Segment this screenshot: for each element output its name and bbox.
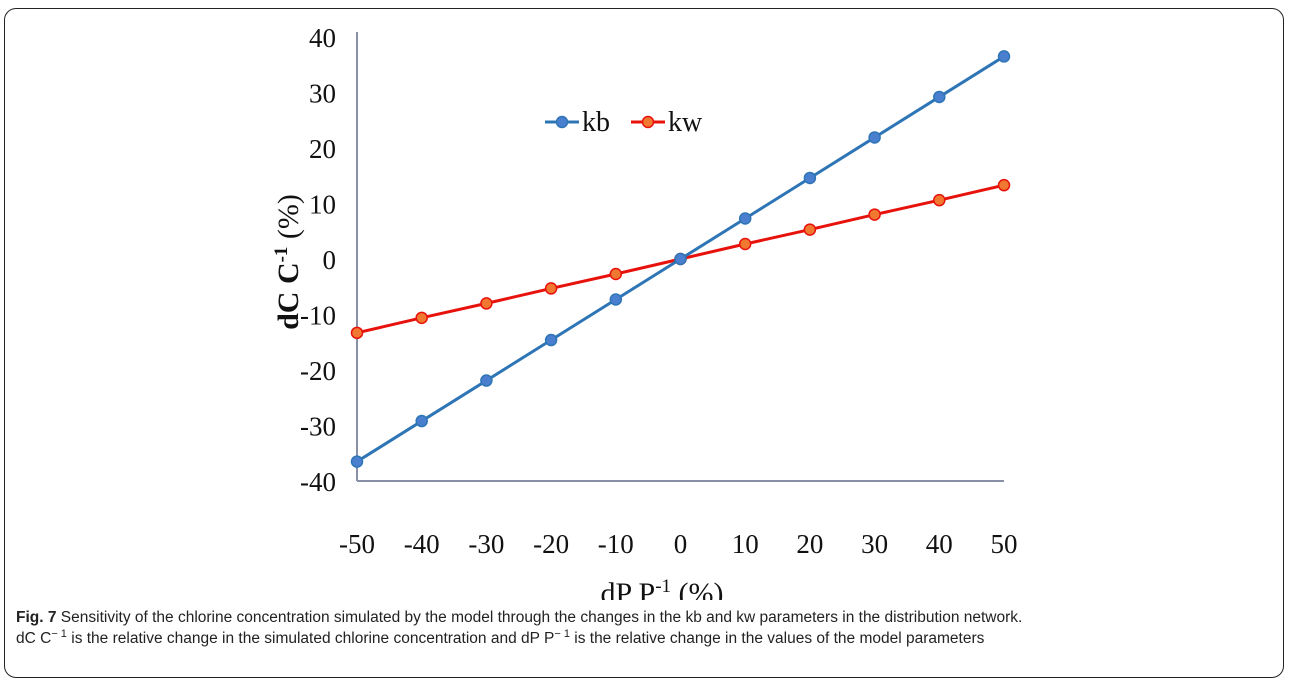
caption-line-1: Fig. 7 Sensitivity of the chlorine conce… (16, 609, 1023, 626)
data-point-kb (997, 50, 1011, 63)
figure-label: Fig. 7 (16, 609, 57, 626)
data-point-kb (415, 414, 428, 428)
data-point-kw (997, 178, 1011, 192)
data-point-kb (803, 171, 817, 185)
y-tick-label: 10 (309, 190, 336, 220)
data-point-kw (350, 326, 364, 340)
y-tick-label: -20 (300, 356, 336, 386)
legend-marker-kb (555, 115, 569, 129)
data-point-kb (350, 455, 364, 468)
y-tick-label: 20 (309, 134, 336, 164)
data-point-kw (480, 297, 493, 310)
y-tick-label: -30 (300, 412, 336, 442)
x-tick-label: 40 (926, 529, 953, 559)
data-point-kw (868, 208, 881, 221)
data-point-kw (738, 237, 752, 251)
x-tick-label: -10 (598, 529, 634, 559)
y-tick-label: -40 (300, 467, 336, 497)
series-layer (350, 50, 1011, 468)
legend-label-kw: kw (668, 107, 703, 138)
x-tick-label: 20 (796, 529, 823, 559)
x-tick-label: 0 (674, 529, 688, 559)
data-point-kb (738, 212, 752, 225)
y-tick-label: 40 (309, 23, 336, 53)
line-chart: -40 -30 -20 -10 0 10 20 30 40 -50 -40 -30 -20 -10 0 10… (271, 23, 1018, 600)
legend-label-kb: kb (582, 107, 610, 138)
x-tick-label: 50 (991, 529, 1018, 559)
data-point-kb (609, 293, 623, 306)
y-axis-title: dC C-1 (%) (271, 194, 305, 330)
x-tick-label: -20 (533, 529, 569, 559)
y-tick-label: 0 (323, 245, 337, 275)
data-point-kb (544, 333, 558, 347)
x-tick-labels: -50 -40 -30 -20 -10 0 10 20 30 40 50 (339, 529, 1018, 559)
legend-marker-kw (641, 115, 655, 129)
y-tick-labels: -40 -30 -20 -10 0 10 20 30 40 (300, 23, 336, 497)
x-tick-label: 10 (732, 529, 759, 559)
caption-line-2: dC C− 1 is the relative change in the si… (16, 627, 985, 647)
data-point-kw (933, 193, 946, 207)
x-tick-label: -50 (339, 529, 375, 559)
data-point-kw (544, 282, 558, 295)
data-point-kw (415, 311, 428, 325)
x-tick-label: 30 (861, 529, 888, 559)
data-point-kw (609, 267, 623, 281)
x-axis-title: dP P-1 (%) (600, 576, 723, 600)
y-tick-label: 30 (309, 79, 336, 109)
data-point-kb (480, 374, 493, 387)
figure-frame (4, 8, 1284, 678)
data-point-kb (868, 131, 881, 144)
x-tick-label: -40 (404, 529, 440, 559)
y-tick-label: -10 (300, 301, 336, 331)
figure-caption: Fig. 7 Sensitivity of the chlorine conce… (16, 607, 1278, 649)
data-point-kb (933, 90, 946, 104)
x-tick-label: -30 (468, 529, 504, 559)
data-point-kw (803, 223, 817, 236)
legend: kb kw (545, 107, 703, 138)
data-point-kb (674, 252, 687, 266)
